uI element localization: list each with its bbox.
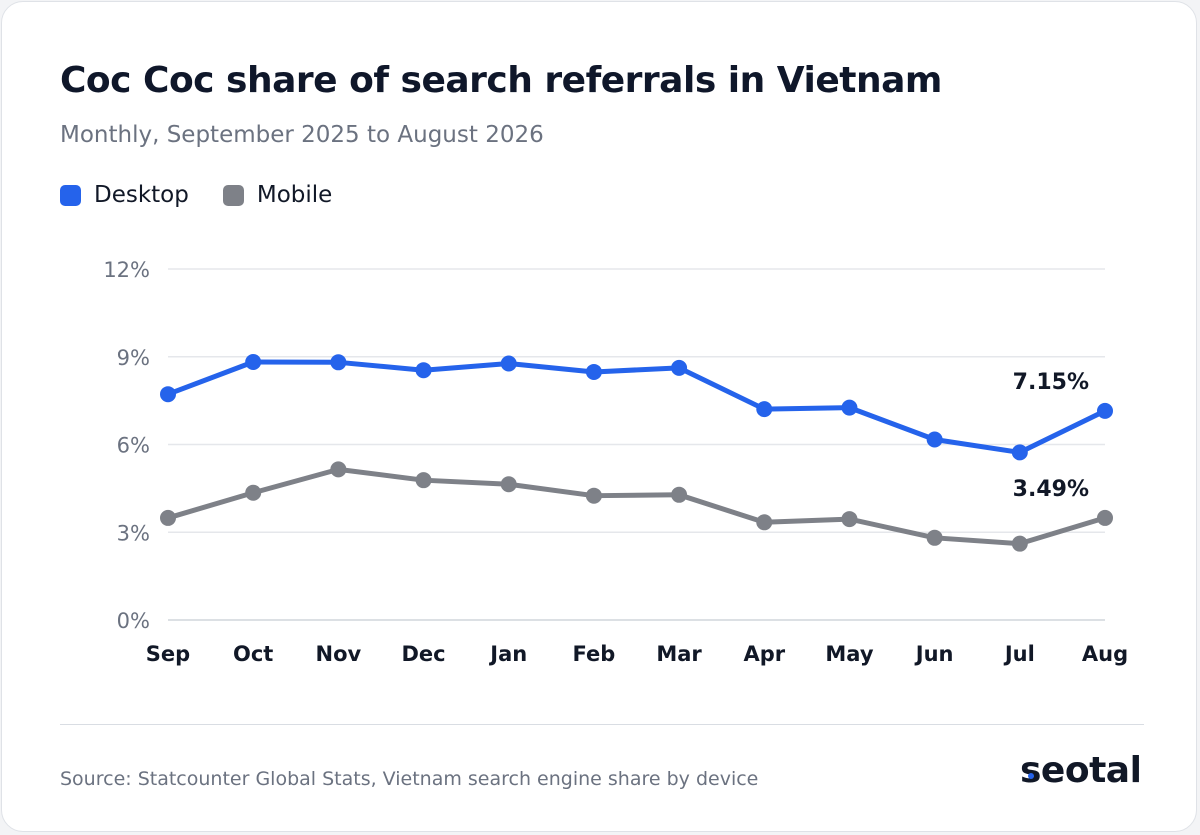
series-line-mobile <box>165 466 1108 547</box>
legend-item-desktop: Desktop <box>60 182 189 208</box>
legend-label-mobile: Mobile <box>256 182 333 208</box>
y-tick-label: 9% <box>117 346 150 370</box>
data-point-mobile <box>245 484 262 501</box>
data-point-mobile <box>1097 509 1113 526</box>
legend-label-desktop: Desktop <box>94 182 189 208</box>
data-point-desktop <box>1011 444 1028 461</box>
x-tick-label: Apr <box>743 642 785 666</box>
y-tick-label: 0% <box>117 609 150 633</box>
data-point-desktop <box>500 355 517 372</box>
footer-divider <box>60 724 1144 725</box>
legend-item-mobile: Mobile <box>222 182 333 208</box>
legend-swatch-desktop <box>60 184 81 206</box>
source-note: Source: Statcounter Global Stats, Vietna… <box>60 768 759 790</box>
data-point-desktop <box>841 399 858 416</box>
data-point-mobile <box>160 509 176 526</box>
data-point-mobile <box>415 472 432 489</box>
data-point-desktop <box>756 401 773 418</box>
y-tick-label: 6% <box>117 434 150 458</box>
chart-subtitle: Monthly, September 2025 to August 2026 <box>60 122 544 148</box>
data-point-desktop <box>330 354 347 371</box>
data-point-desktop <box>1097 402 1113 419</box>
end-label-desktop: 7.15% <box>1013 370 1089 395</box>
data-point-desktop <box>415 362 432 379</box>
data-point-mobile <box>926 529 943 546</box>
x-tick-label: Mar <box>656 642 702 666</box>
data-point-mobile <box>500 476 517 493</box>
x-tick-label: Jun <box>914 642 954 666</box>
x-tick-label: Feb <box>573 642 616 666</box>
data-point-desktop <box>585 363 602 380</box>
data-point-mobile <box>1011 535 1028 552</box>
data-point-mobile <box>330 461 347 478</box>
x-tick-label: Sep <box>146 642 190 666</box>
end-label-mobile: 3.49% <box>1013 477 1089 502</box>
data-point-mobile <box>585 487 602 504</box>
logo-accent-dot <box>1028 773 1034 779</box>
chart-title: Coc Coc share of search referrals in Vie… <box>60 60 942 101</box>
x-tick-label: Jan <box>488 642 527 666</box>
data-point-mobile <box>671 486 688 503</box>
data-point-mobile <box>841 511 858 528</box>
data-point-desktop <box>671 359 688 376</box>
legend: Desktop Mobile <box>60 182 366 208</box>
x-tick-label: Dec <box>401 642 445 666</box>
x-tick-label: Aug <box>1082 642 1128 666</box>
data-point-desktop <box>160 386 176 403</box>
data-point-mobile <box>756 514 773 531</box>
x-tick-label: Jul <box>1003 642 1035 666</box>
seotal-logo: seotal <box>1020 750 1142 791</box>
data-point-desktop <box>926 431 943 448</box>
legend-swatch-mobile <box>222 184 244 206</box>
x-tick-label: May <box>825 642 873 666</box>
data-point-desktop <box>245 354 262 371</box>
y-tick-label: 3% <box>117 521 150 545</box>
x-tick-label: Nov <box>316 642 362 666</box>
x-tick-label: Oct <box>233 642 273 666</box>
y-tick-label: 12% <box>103 258 150 282</box>
series-line-desktop <box>165 359 1108 455</box>
